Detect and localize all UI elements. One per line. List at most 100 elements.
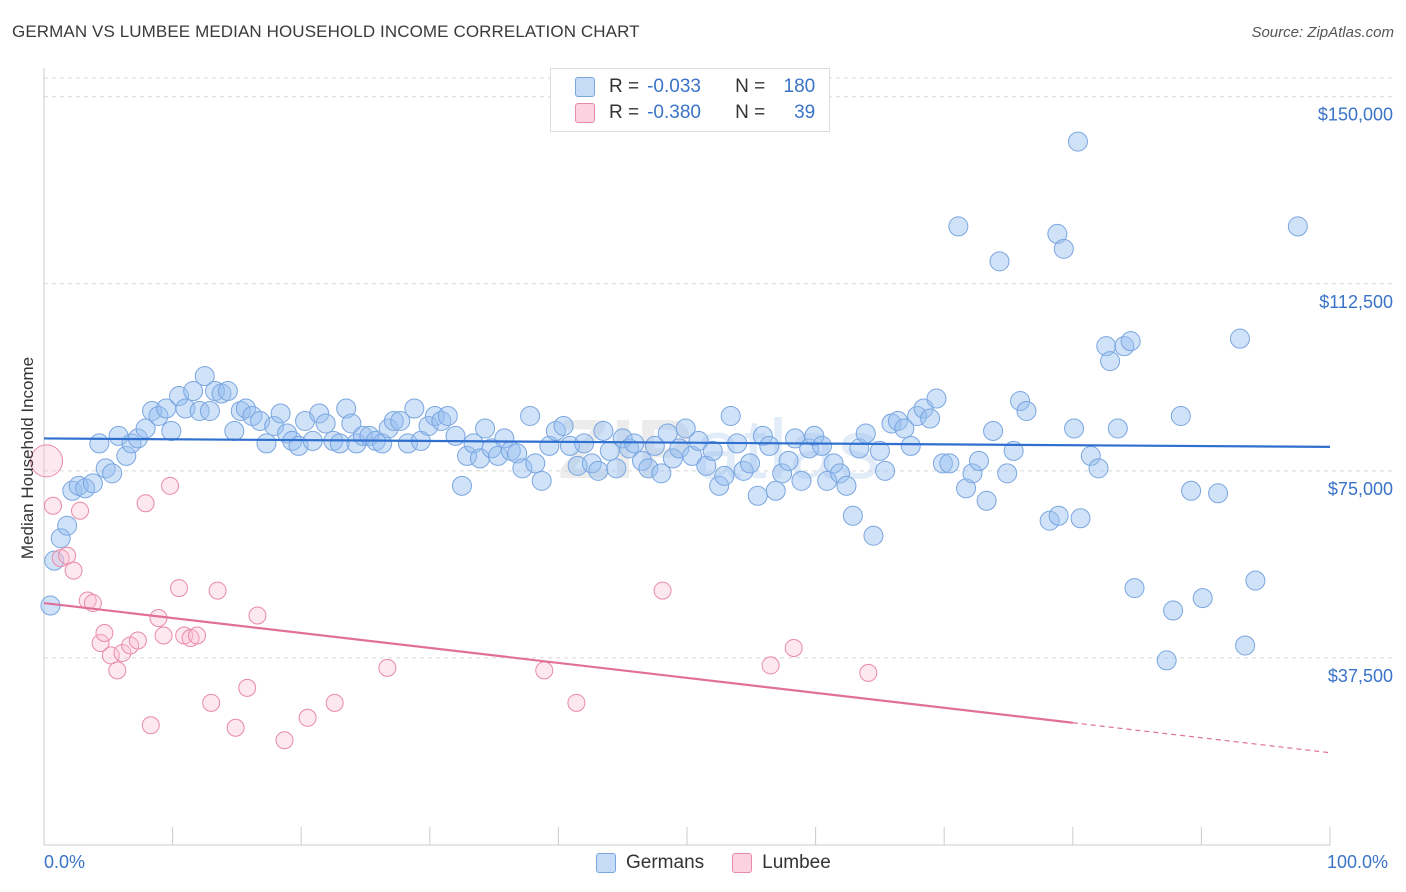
data-point-lumbee [275,731,294,750]
y-tick-label: $75,000 [1328,479,1393,499]
data-point-germans [1245,570,1266,591]
data-point-germans [574,433,595,454]
data-point-lumbee [95,623,114,642]
data-point-germans [976,490,997,511]
data-point-germans [1048,505,1069,526]
data-point-germans [675,418,696,439]
data-point-germans [383,410,404,431]
data-point-germans [469,448,490,469]
data-point-germans [1229,328,1250,349]
data-point-germans [531,470,552,491]
data-point-germans [520,405,541,426]
watermark-text: ZIPatlas [558,402,882,496]
data-point-germans [309,403,330,424]
data-point-germans [161,420,182,441]
legend-r-label: R = [609,76,640,97]
data-point-lumbee [761,656,780,675]
data-point-germans [1067,131,1088,152]
bottom-legend-swatch-germans [596,853,616,873]
data-point-germans [525,453,546,474]
x-tick-label-min: 0.0% [44,852,86,872]
data-point-lumbee [136,494,155,513]
data-point-lumbee [859,663,878,682]
bottom-legend-swatch-lumbee [732,853,753,873]
data-point-germans [512,458,533,479]
data-point-germans [696,455,717,476]
data-point-germans [804,425,825,446]
data-point-germans [148,405,169,426]
data-point-germans [1053,238,1074,259]
data-point-lumbee [44,496,63,515]
data-point-lumbee [226,718,245,737]
data-point-germans [1170,405,1191,426]
data-point-lumbee [58,546,77,565]
data-point-germans [1163,600,1184,621]
data-point-germans [445,425,466,446]
data-point-germans [230,400,251,421]
data-point-germans [89,433,110,454]
data-point-germans [752,425,773,446]
data-point-germans [1003,440,1024,461]
data-point-germans [315,413,336,434]
series-germans [40,131,1308,671]
data-point-germans [1192,588,1213,609]
data-point-germans [875,460,896,481]
data-point-germans [1156,650,1177,671]
data-point-germans [740,453,761,474]
data-point-germans [765,480,786,501]
data-point-germans [199,400,220,421]
data-point-germans [593,420,614,441]
data-point-germans [702,440,723,461]
legend-r-label: R = [609,102,640,123]
data-point-germans [341,413,362,434]
data-point-lumbee [141,716,160,735]
data-point-germans [102,463,123,484]
data-point-germans [390,410,411,431]
data-point-lumbee [71,501,90,520]
data-point-germans [183,381,204,402]
data-point-germans [1064,418,1085,439]
bottom-legend-lumbee[interactable]: Lumbee [732,852,831,874]
data-point-germans [1010,391,1031,412]
data-point-germans [817,470,838,491]
data-point-lumbee [91,633,110,652]
data-point-germans [1096,336,1117,357]
data-point-germans [747,485,768,506]
data-point-germans [869,440,890,461]
data-point-germans [451,475,472,496]
y-tick-label: $37,500 [1328,666,1393,686]
data-point-germans [830,463,851,484]
axes [43,68,1331,846]
legend-row-lumbee: R = -0.380 N = 39 [575,101,815,125]
data-point-lumbee [161,476,180,495]
data-point-germans [372,433,393,454]
bottom-legend-germans[interactable]: Germans [596,852,704,874]
data-point-germans [932,453,953,474]
grid-lines [44,77,1395,659]
data-point-germans [948,216,969,237]
data-point-lumbee [113,643,132,662]
data-point-germans [487,445,508,466]
data-point-germans [1039,510,1060,531]
data-point-lumbee [154,626,173,645]
legend-swatch-germans [575,77,595,97]
data-point-germans [116,445,137,466]
data-point-germans [791,470,812,491]
legend-n-label: N = [735,76,766,97]
data-point-germans [1047,223,1068,244]
legend-swatch-lumbee [575,103,595,123]
data-point-germans [494,428,515,449]
data-point-germans [256,433,277,454]
data-point-germans [759,435,780,456]
bottom-legend: Germans Lumbee [596,852,859,874]
data-point-germans [778,450,799,471]
data-point-germans [217,381,238,402]
data-point-lumbee [325,693,344,712]
data-point-germans [1088,458,1109,479]
x-tick-label-max: 100.0% [1327,852,1389,872]
y-axis-label: Median Household Income [18,356,37,560]
data-point-germans [194,366,215,387]
data-point-germans [823,453,844,474]
data-point-germans [404,398,425,419]
trend-lines [43,437,1331,754]
